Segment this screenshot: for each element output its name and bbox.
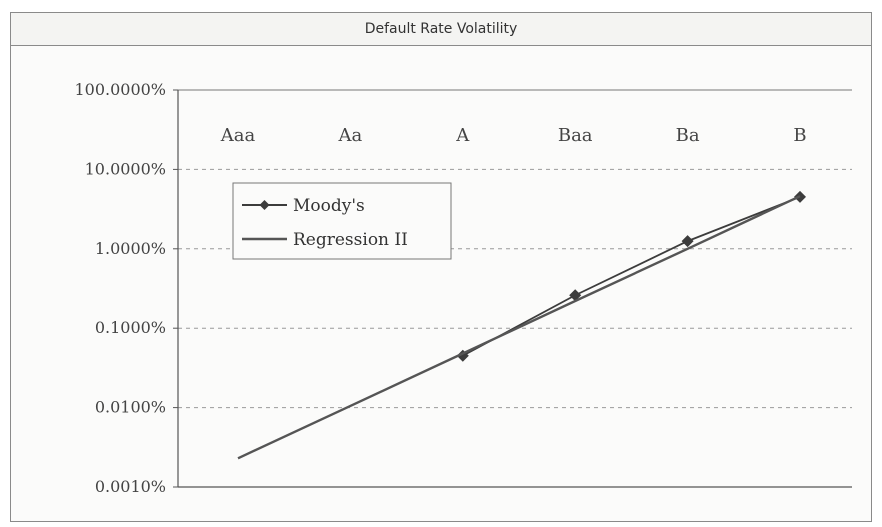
legend-moodys-marker: [259, 200, 270, 210]
category-labels: Aaa Aa A Baa Ba B: [220, 125, 807, 146]
y-tick-label: 10.0000%: [85, 159, 166, 178]
category-label-ba: Ba: [676, 125, 700, 146]
series-line-regression-ii: [237, 195, 801, 460]
legend-regression-label: Regression II: [293, 230, 408, 250]
y-tick-label: 100.0000%: [74, 80, 166, 99]
legend: Moody's Regression II: [232, 182, 452, 260]
category-label-b: B: [793, 125, 806, 146]
category-label-a: A: [455, 125, 470, 146]
chart-title: Default Rate Volatility: [11, 13, 871, 46]
moodys-point: [681, 235, 694, 248]
y-tick-label: 0.0100%: [95, 398, 166, 417]
y-tick-label: 1.0000%: [95, 239, 166, 258]
series-line-moodys: [462, 196, 801, 357]
y-tick-label: 0.1000%: [95, 318, 166, 337]
category-label-aaa: Aaa: [220, 125, 256, 146]
category-label-aa: Aa: [338, 125, 363, 146]
moodys-point: [569, 289, 582, 302]
category-label-baa: Baa: [558, 125, 593, 146]
axis-layer: 100.0000% 10.0000% 1.0000% 0.1000% 0.0100% 0.…: [74, 80, 852, 496]
y-tick-label: 0.0010%: [95, 477, 166, 496]
legend-box: [232, 182, 452, 260]
legend-moodys-label: Moody's: [293, 196, 365, 216]
chart-frame: Default Rate Volatility: [10, 12, 872, 522]
series-layer: [237, 190, 806, 460]
